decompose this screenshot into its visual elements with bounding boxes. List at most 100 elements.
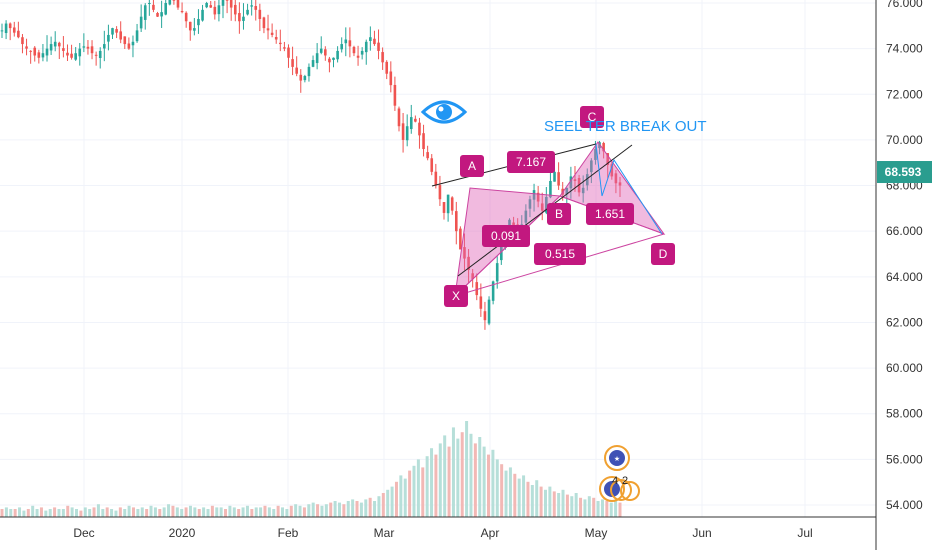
last-price-text: 68.593 <box>885 165 922 179</box>
x-tick-label: Dec <box>73 526 94 540</box>
volume-bar <box>364 499 368 517</box>
ratio-2-text: 0.091 <box>491 229 521 243</box>
volume-bar <box>478 437 482 517</box>
candle-body <box>221 0 225 6</box>
candle-body <box>606 153 610 166</box>
candle-body <box>12 27 16 33</box>
candle-body <box>37 52 41 58</box>
candle-body <box>139 16 143 29</box>
volume-bar <box>118 507 122 517</box>
y-tick-label: 58.000 <box>886 407 923 421</box>
time-axis[interactable]: Dec 2020 Feb Mar Apr May Jun Jul <box>73 526 812 540</box>
candle-body <box>238 13 241 22</box>
candle-body <box>569 176 573 189</box>
candle-body <box>524 210 528 223</box>
volume-bar <box>351 499 355 517</box>
volume-bar <box>206 509 210 517</box>
volume-bar <box>522 475 526 517</box>
volume-bar <box>346 501 350 517</box>
candle-body <box>127 43 131 49</box>
volume-bar <box>294 504 298 517</box>
candle-body <box>602 143 605 152</box>
candle-body <box>283 47 286 49</box>
volume-bar <box>153 507 157 517</box>
candle-body <box>86 46 90 49</box>
volume-bar <box>254 507 258 517</box>
ratio-4-text: 1.651 <box>595 207 625 221</box>
price-axis[interactable]: 76.00074.00072.00070.00068.00066.00064.0… <box>886 0 923 512</box>
volume-bar <box>535 480 539 517</box>
label-b-text: B <box>555 207 563 221</box>
eye-icon[interactable] <box>420 100 468 124</box>
volume-bar <box>105 507 109 517</box>
volume-bar <box>320 505 324 517</box>
candle-body <box>184 12 188 22</box>
volume-bar <box>359 502 363 517</box>
candle-body <box>340 44 343 50</box>
ratio-box-3: 0.515 <box>534 243 586 265</box>
candle-body <box>467 256 470 270</box>
candle-body <box>450 197 454 211</box>
y-tick-label: 76.000 <box>886 0 923 10</box>
candle-body <box>369 37 372 41</box>
candle-body <box>295 67 298 74</box>
candle-body <box>303 76 307 81</box>
candle-body <box>242 16 245 21</box>
volume-bar <box>110 509 114 517</box>
volume-bar <box>66 505 70 517</box>
news-flag-icon[interactable]: ★ <box>604 445 630 471</box>
volume-bar <box>408 470 412 517</box>
volume-bar <box>26 509 30 517</box>
volume-bar <box>605 501 609 517</box>
volume-bar <box>438 443 442 517</box>
volume-bar <box>0 509 4 517</box>
candle-body <box>233 4 237 15</box>
candle-body <box>352 46 356 54</box>
projection-path <box>595 143 663 235</box>
volume-bar <box>289 505 293 517</box>
volume-bar <box>57 509 61 517</box>
y-tick-label: 60.000 <box>886 361 923 375</box>
candle-body <box>618 182 622 186</box>
annotation-text[interactable]: SEEL TER BREAK OUT <box>544 118 707 135</box>
candle-body <box>213 6 217 15</box>
candles <box>0 0 622 330</box>
volume-bar <box>92 507 96 517</box>
candle-body <box>57 42 61 47</box>
volume-bar <box>311 502 315 517</box>
volume-bar <box>31 505 35 517</box>
volume-bar <box>465 421 469 517</box>
volume-bar <box>101 509 105 517</box>
volume-bar <box>443 435 447 517</box>
volume-bar <box>469 433 473 517</box>
candle-body <box>422 133 425 150</box>
volume-bar <box>504 470 508 517</box>
volume-bar <box>228 505 232 517</box>
volume-bar <box>561 489 565 517</box>
volume-bar <box>13 509 17 517</box>
candle-body <box>311 60 315 67</box>
earnings-icon[interactable] <box>599 476 640 502</box>
volume-bar <box>543 489 547 517</box>
trend-line-lower[interactable] <box>457 144 633 277</box>
volume-bar <box>557 493 561 517</box>
candle-body <box>590 160 593 173</box>
candle-body <box>557 172 560 186</box>
volume-bar <box>267 507 271 517</box>
candle-body <box>364 41 368 53</box>
volume-bar <box>140 507 144 517</box>
candle-body <box>549 180 552 198</box>
candle-body <box>430 158 434 172</box>
ratio-1-text: 7.167 <box>516 155 546 169</box>
volume-bar <box>574 493 578 517</box>
candle-body <box>471 273 474 280</box>
volume-bar <box>390 486 394 517</box>
candle-body <box>205 3 208 8</box>
x-tick-label: Apr <box>481 526 500 540</box>
candle-body <box>377 42 380 51</box>
volume-bar <box>149 505 153 517</box>
volume-bar <box>197 509 201 517</box>
candle-body <box>164 3 168 15</box>
candle-body <box>225 0 229 1</box>
